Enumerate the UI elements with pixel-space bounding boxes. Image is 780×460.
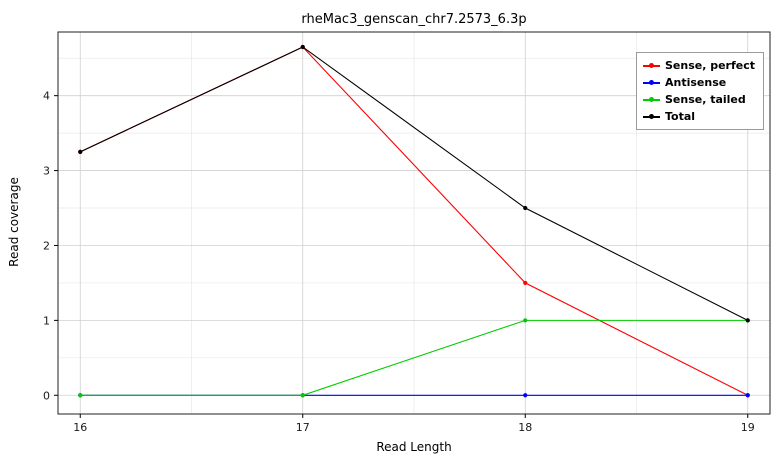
legend-label: Antisense — [664, 76, 727, 89]
y-axis-label: Read coverage — [7, 177, 21, 267]
svg-text:16: 16 — [73, 421, 87, 434]
svg-text:3: 3 — [43, 165, 50, 178]
svg-text:18: 18 — [518, 421, 532, 434]
legend-marker — [642, 112, 660, 121]
svg-text:2: 2 — [43, 239, 50, 252]
series-line-total — [80, 46, 748, 321]
series-points-total — [78, 44, 750, 323]
x-axis-label: Read Length — [376, 440, 452, 454]
grid-major — [58, 32, 770, 414]
legend-label: Total — [664, 110, 696, 123]
legend-item: Total — [642, 108, 755, 125]
legend-marker — [642, 95, 660, 104]
legend-item: Antisense — [642, 74, 755, 91]
svg-text:1: 1 — [43, 314, 50, 327]
x-axis-tick-labels: 16 17 18 19 — [73, 421, 755, 434]
series-points-sense-tailed — [78, 318, 750, 398]
svg-text:17: 17 — [296, 421, 310, 434]
legend-item: Sense, tailed — [642, 91, 755, 108]
chart-title: rheMac3_genscan_chr7.2573_6.3p — [301, 12, 527, 27]
svg-text:4: 4 — [43, 90, 50, 103]
legend-marker — [642, 78, 660, 87]
y-axis-ticks — [54, 95, 58, 396]
svg-text:0: 0 — [43, 389, 50, 402]
y-axis-tick-labels: 0 1 2 3 4 — [43, 90, 50, 403]
svg-text:19: 19 — [741, 421, 755, 434]
legend-label: Sense, tailed — [664, 93, 746, 106]
legend-marker — [642, 61, 660, 70]
legend: Sense, perfect Antisense Sense, tailed T… — [635, 52, 764, 130]
x-axis-ticks — [79, 414, 749, 418]
legend-item: Sense, perfect — [642, 57, 755, 74]
legend-label: Sense, perfect — [664, 59, 755, 72]
series-line-sense-tailed — [80, 319, 748, 396]
panel-border — [57, 31, 771, 415]
